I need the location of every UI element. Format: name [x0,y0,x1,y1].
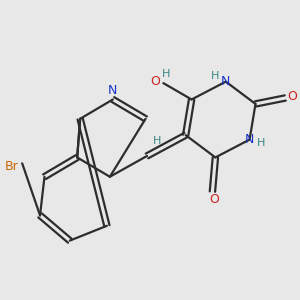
Text: H: H [211,71,220,81]
Text: N: N [108,84,118,97]
Text: H: H [153,136,162,146]
Text: O: O [288,90,298,103]
Text: O: O [150,75,160,88]
Text: N: N [245,133,254,146]
Text: O: O [209,194,219,206]
Text: N: N [221,75,230,88]
Text: Br: Br [5,160,19,173]
Text: H: H [257,138,266,148]
Text: H: H [162,69,170,79]
